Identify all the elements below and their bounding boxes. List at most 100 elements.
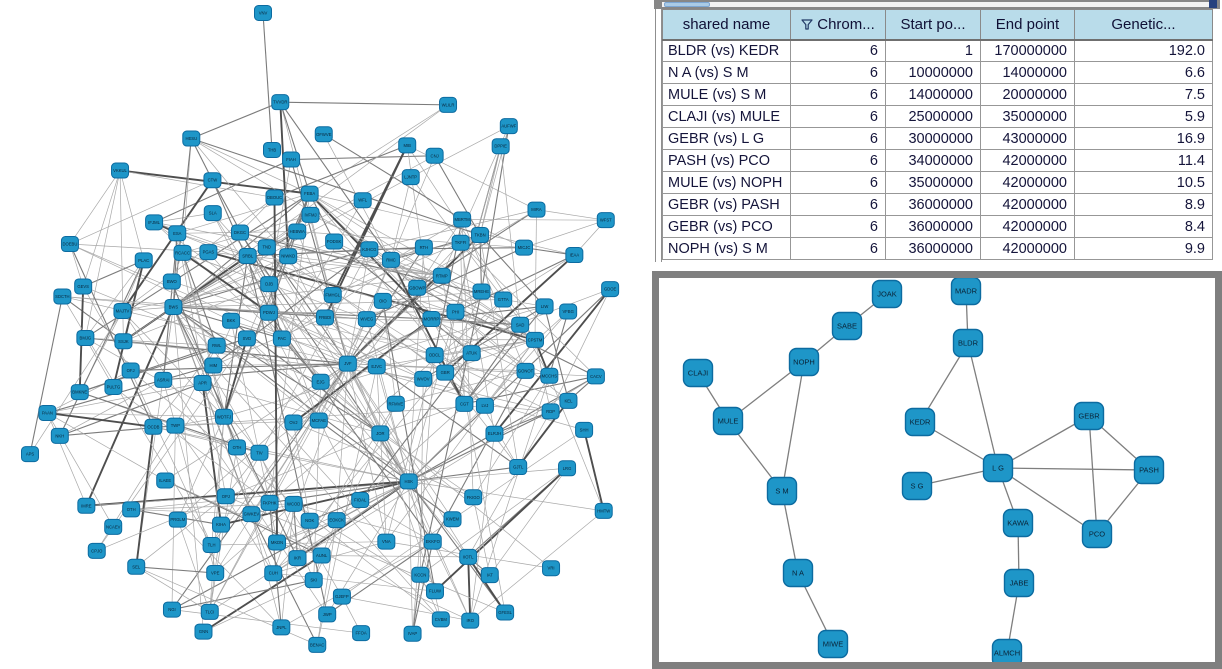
network-node[interactable]: GJTL (509, 459, 528, 476)
cell-start-po[interactable]: 36000000 (885, 237, 981, 260)
network-node-l-g[interactable]: L G (982, 453, 1014, 483)
network-node[interactable]: PDWJ (259, 304, 278, 321)
network-node[interactable]: WLILR (439, 96, 458, 113)
cell-shared-name[interactable]: GEBR (vs) L G (662, 127, 791, 150)
cell-end-point[interactable]: 43000000 (980, 127, 1075, 150)
network-node-bldr[interactable]: BLDR (952, 328, 984, 358)
network-node[interactable]: SLA (203, 205, 222, 222)
network-node[interactable]: PAC (272, 330, 291, 347)
network-node[interactable]: JWP (318, 606, 337, 623)
cell-shared-name[interactable]: CLAJI (vs) MULE (662, 105, 791, 128)
network-node[interactable]: NCAEV (104, 518, 123, 535)
network-node[interactable]: TVVDR (271, 94, 290, 111)
network-node-sabe[interactable]: SABE (831, 311, 863, 341)
column-header-chrom[interactable]: Chrom... (790, 9, 886, 41)
network-node[interactable]: FKPHK (260, 494, 279, 511)
network-node[interactable]: MORRP (422, 311, 441, 328)
network-node-almch[interactable]: ALMCH (991, 638, 1023, 663)
network-node[interactable]: OFWVE (314, 126, 333, 143)
network-edge[interactable] (997, 415, 1090, 469)
network-node[interactable]: VPE (206, 564, 225, 581)
network-node[interactable]: ASRAI (154, 371, 173, 388)
network-node[interactable]: EKKFO (423, 533, 442, 550)
table-row[interactable]: MULE (vs) NOPH 6 35000000 42000000 10.5 (662, 171, 1213, 194)
cell-genetic[interactable]: 8.4 (1074, 215, 1213, 238)
network-node[interactable]: ESA (168, 225, 187, 242)
network-edge[interactable] (997, 467, 1150, 471)
network-node[interactable]: CNJ (425, 147, 444, 164)
network-node[interactable]: RFMVE (386, 395, 405, 412)
network-node[interactable]: CPJO (87, 542, 106, 559)
network-node[interactable]: DOEBU (60, 236, 79, 253)
network-node[interactable]: RTH (414, 239, 433, 256)
cell-chrom[interactable]: 6 (790, 237, 886, 260)
network-node[interactable]: AUNL (312, 547, 331, 564)
network-node[interactable]: CTW (203, 172, 222, 189)
network-node-miwe[interactable]: MIWE (817, 629, 849, 659)
cell-chrom[interactable]: 6 (790, 83, 886, 106)
network-node[interactable]: GWKEV (242, 506, 261, 523)
network-node[interactable]: VNA (377, 533, 396, 550)
network-node[interactable]: TKBN (471, 227, 490, 244)
network-edge[interactable] (1088, 415, 1098, 535)
network-node[interactable]: IVAP (403, 625, 422, 642)
network-node[interactable]: DPPIE (491, 138, 510, 155)
network-node[interactable]: BWS (164, 298, 183, 315)
cell-shared-name[interactable]: PASH (vs) PCO (662, 149, 791, 172)
network-node[interactable]: HMTW (594, 502, 613, 519)
network-node[interactable]: ODCL (425, 347, 444, 364)
network-node[interactable]: WVOV (414, 370, 433, 387)
network-edge[interactable] (781, 361, 805, 492)
network-node[interactable]: ATUK (462, 345, 481, 362)
cell-genetic[interactable]: 5.9 (1074, 105, 1213, 128)
cell-end-point[interactable]: 170000000 (980, 39, 1075, 62)
network-node[interactable]: PLAC (134, 252, 153, 269)
network-node[interactable]: WFL (353, 192, 372, 209)
network-node[interactable]: THB (263, 142, 281, 158)
network-node[interactable]: PAAN (38, 404, 57, 421)
network-node[interactable]: RWL (207, 337, 226, 354)
network-node[interactable]: PHI (446, 303, 465, 320)
network-node[interactable]: OVJ (284, 414, 303, 431)
network-node-mule[interactable]: MULE (712, 406, 744, 436)
network-node[interactable]: MCCHS (540, 367, 559, 384)
network-node[interactable]: NKH (50, 427, 69, 444)
network-node[interactable]: BKK (222, 312, 241, 329)
column-header-genetic[interactable]: Genetic... (1074, 9, 1213, 41)
network-node[interactable]: OTH (227, 439, 246, 456)
cell-start-po[interactable]: 36000000 (885, 193, 981, 216)
scrollbar-track[interactable] (662, 2, 1210, 7)
network-node[interactable]: PRGLM (168, 511, 187, 528)
network-node[interactable]: CUH (264, 565, 283, 582)
network-node[interactable]: LRG (558, 460, 577, 477)
cell-shared-name[interactable]: NOPH (vs) S M (662, 237, 791, 260)
cell-end-point[interactable]: 42000000 (980, 149, 1075, 172)
network-node[interactable]: ELRJH (485, 425, 504, 442)
network-node[interactable]: IMRE (77, 497, 96, 514)
network-edge[interactable] (997, 467, 1098, 535)
network-node[interactable]: APR (193, 375, 212, 392)
network-node-kedr[interactable]: KEDR (904, 407, 936, 437)
cell-start-po[interactable]: 1 (885, 39, 981, 62)
network-node[interactable]: RMC (381, 251, 400, 268)
cell-end-point[interactable]: 42000000 (980, 193, 1075, 216)
network-node[interactable]: MKDN (268, 534, 287, 551)
network-node[interactable]: MIRA (527, 201, 546, 218)
network-node[interactable]: CGT (455, 395, 474, 412)
network-node[interactable]: BMKNE (70, 384, 89, 401)
table-row[interactable]: GEBR (vs) PASH 6 36000000 42000000 8.9 (662, 193, 1213, 216)
network-node[interactable]: MAJTV (113, 302, 132, 319)
cell-end-point[interactable]: 35000000 (980, 105, 1075, 128)
table-row[interactable]: GEBR (vs) PCO 6 36000000 42000000 8.4 (662, 215, 1213, 238)
network-node[interactable]: FKIGO (464, 489, 483, 506)
column-header-end-point[interactable]: End point (980, 9, 1075, 41)
network-node[interactable]: SSJK (114, 333, 133, 350)
network-node[interactable]: FRBDI (315, 309, 334, 326)
cell-chrom[interactable]: 6 (790, 215, 886, 238)
table-row[interactable]: PASH (vs) PCO 6 34000000 42000000 11.4 (662, 149, 1213, 172)
table-row[interactable]: GEBR (vs) L G 6 30000000 43000000 16.9 (662, 127, 1213, 150)
network-node[interactable]: TLCI (200, 603, 219, 620)
network-node[interactable]: HSK (399, 473, 418, 490)
network-node[interactable]: VFBG (559, 303, 578, 320)
cell-genetic[interactable]: 9.9 (1074, 237, 1213, 260)
